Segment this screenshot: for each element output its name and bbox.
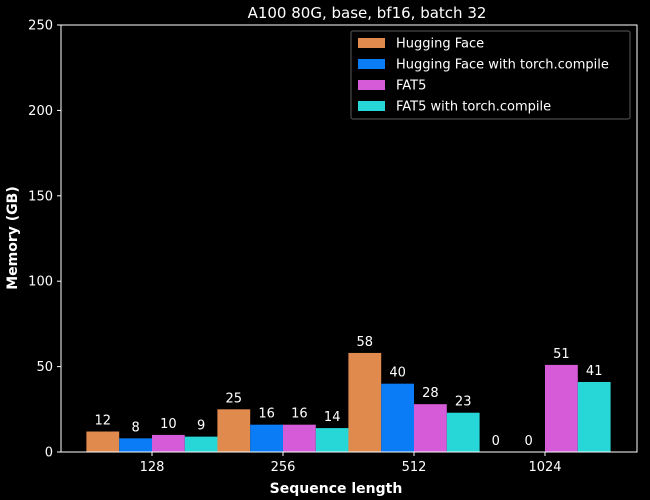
plot-frame [60,24,638,453]
legend: Hugging Face Hugging Face with torch.comp… [350,30,631,120]
chart-title: A100 80G, base, bf16, batch 32 [248,4,487,22]
bar-value-label: 16 [258,407,275,422]
bar [414,404,447,452]
bar [577,381,611,452]
bar-value-label: 0 [492,434,500,449]
bar-value-label: 14 [324,410,341,425]
bar [315,428,349,452]
bar [545,364,578,452]
bar-value-label: 58 [357,335,374,350]
bar-labels: 12 8 10 9 25 16 16 14 58 40 28 23 0 0 51 41 [95,335,603,449]
y-tick-label: 0 [45,446,53,461]
bar [217,409,251,452]
x-tick-label: 512 [402,460,427,475]
legend-swatch [358,38,385,48]
bar [348,352,382,452]
legend-box [350,30,631,120]
x-tick-label: 1024 [528,460,561,475]
bar [86,431,120,452]
x-axis: 128 256 512 1024 [140,452,562,475]
bar-value-label: 0 [524,434,532,449]
y-tick-label: 100 [28,275,53,290]
bar-value-label: 10 [160,417,177,432]
legend-label: FAT5 [396,79,426,94]
bar [184,436,218,452]
bar-value-label: 9 [197,419,205,434]
bar-value-label: 16 [291,407,308,422]
x-axis-label: Sequence length [270,481,403,497]
bar-value-label: 28 [422,386,439,401]
bars [86,352,611,452]
bar-value-label: 40 [389,366,406,381]
bar-value-label: 8 [131,420,139,435]
bar [152,434,185,452]
y-tick-label: 50 [36,360,53,375]
y-tick-label: 150 [28,189,53,204]
legend-label: Hugging Face with torch.compile [396,58,609,73]
y-tick-label: 200 [28,104,53,119]
bar-value-label: 23 [455,395,472,410]
legend-label: Hugging Face [396,37,484,52]
bar-value-label: 41 [586,364,603,379]
bar [250,424,283,452]
y-axis-label: Memory (GB) [5,186,21,290]
bar [119,438,152,452]
legend-swatch [358,80,385,90]
x-tick-label: 128 [140,460,165,475]
legend-swatch [358,59,385,69]
bar [381,383,414,452]
bar [283,424,316,452]
bar [446,412,480,452]
bar-value-label: 51 [553,347,570,362]
legend-swatch [358,101,385,111]
y-tick-label: 250 [28,19,53,34]
bar-value-label: 25 [226,391,243,406]
bar-value-label: 12 [95,414,112,429]
x-tick-label: 256 [271,460,296,475]
y-axis: 0 50 100 150 200 250 [28,19,61,461]
legend-label: FAT5 with torch.compile [396,100,551,115]
